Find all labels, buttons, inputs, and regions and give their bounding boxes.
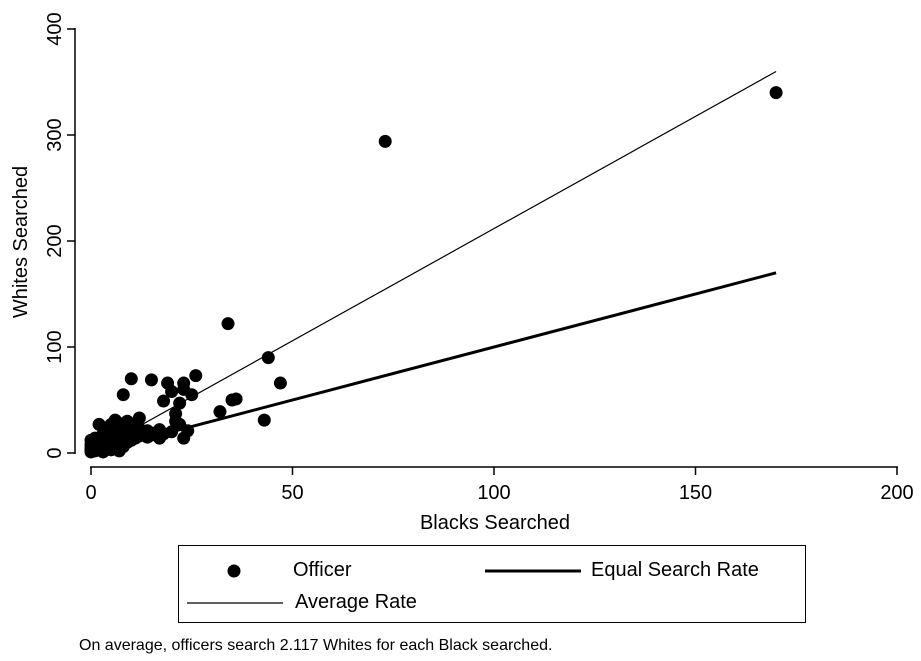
officer-point xyxy=(261,351,275,365)
x-tick-label: 100 xyxy=(477,482,510,504)
legend-label-average-rate: Average Rate xyxy=(295,591,417,613)
x-axis-label: Blacks Searched xyxy=(420,512,570,534)
officer-point xyxy=(157,394,171,408)
officer-point xyxy=(165,385,179,399)
y-tick-label: 300 xyxy=(44,118,66,151)
officer-point xyxy=(273,376,287,390)
legend-item-average-rate: Average Rate xyxy=(187,591,417,614)
x-tick-label: 0 xyxy=(85,482,96,504)
officer-point xyxy=(213,405,227,419)
officer-point xyxy=(257,413,271,427)
y-tick-label: 400 xyxy=(44,12,66,45)
x-tick-label: 200 xyxy=(880,482,913,504)
y-tick-label: 200 xyxy=(44,224,66,257)
legend-line-thin xyxy=(187,601,283,604)
officer-point xyxy=(185,388,199,402)
legend: Officer Equal Search Rate Average Rate xyxy=(178,545,806,623)
legend-label-officer: Officer xyxy=(293,559,352,581)
officer-point xyxy=(173,396,187,410)
officer-point xyxy=(116,388,130,402)
officer-point xyxy=(229,392,243,406)
officer-point xyxy=(221,317,235,331)
officer-point xyxy=(189,369,203,383)
officer-point xyxy=(144,373,158,387)
chart-note: On average, officers search 2.117 Whites… xyxy=(79,637,553,654)
scatter-plot: 0 50 100 150 200 0 100 200 300 400 Blacks Searche… xyxy=(10,12,914,534)
legend-line-thick xyxy=(485,569,581,572)
equal-search-rate-line xyxy=(90,271,777,455)
legend-label-equal-search-rate: Equal Search Rate xyxy=(591,559,759,581)
officer-point xyxy=(769,86,783,100)
officer-point xyxy=(181,424,195,438)
legend-item-officer: Officer xyxy=(227,559,352,582)
officer-point xyxy=(177,376,191,390)
officer-point xyxy=(378,134,392,148)
officer-point xyxy=(132,411,146,425)
y-tick-label: 100 xyxy=(44,330,66,363)
y-tick-label: 0 xyxy=(44,447,66,458)
average-rate-line xyxy=(90,70,777,454)
x-tick-label: 50 xyxy=(281,482,303,504)
officer-point xyxy=(124,372,138,386)
legend-marker-dot xyxy=(227,564,241,577)
y-axis-label: Whites Searched xyxy=(10,166,32,318)
x-tick-label: 150 xyxy=(679,482,712,504)
legend-item-equal-search-rate: Equal Search Rate xyxy=(485,559,759,582)
